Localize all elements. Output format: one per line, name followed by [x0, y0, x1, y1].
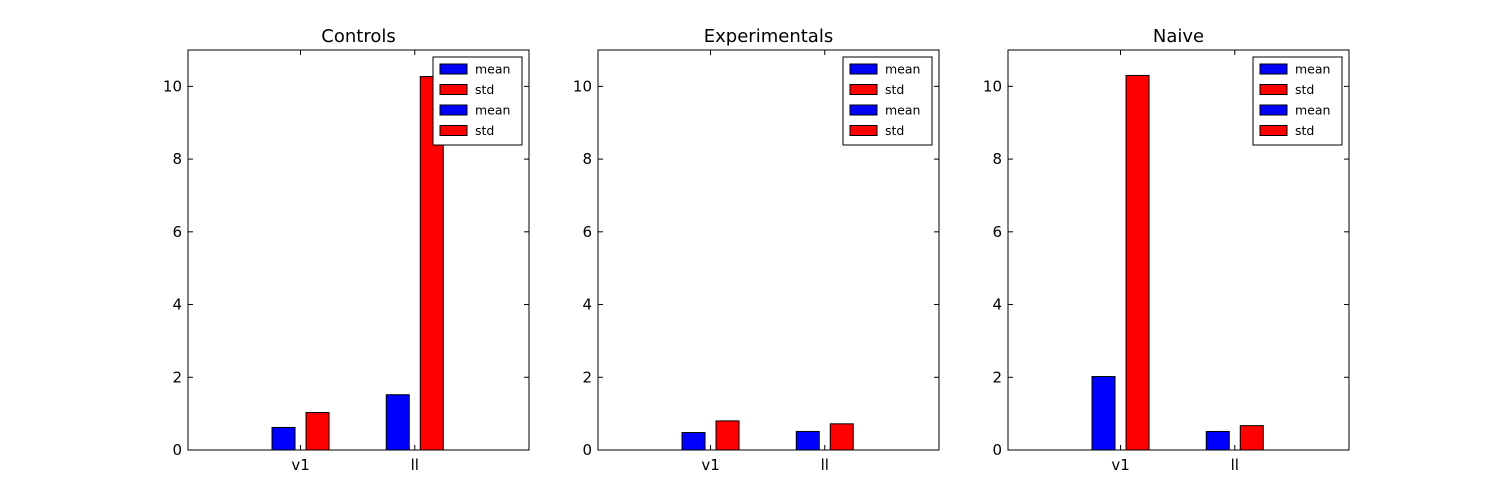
bar-std-v1: [715, 420, 740, 451]
y-tick-label: 6: [582, 223, 592, 241]
y-tick-label: 6: [172, 223, 182, 241]
chart-panel-1: Experimentals 0 2 4 6 8 10 v1 ll mean std mean std: [573, 26, 940, 474]
x-tick-label: v1: [1111, 456, 1129, 474]
y-tick-label: 10: [573, 77, 592, 95]
legend-label: std: [1295, 123, 1314, 138]
x-tick-label: ll: [411, 456, 419, 474]
y-tick-label: 8: [172, 150, 182, 168]
bar-mean-v1: [1091, 376, 1116, 451]
axes-frame: [597, 49, 940, 451]
bar-std-ll: [829, 423, 854, 451]
chart-panel-0: Controls 0 2 4 6 8 10 v1 ll mean std mean std: [163, 26, 530, 474]
y-tick-label: 8: [582, 150, 592, 168]
axes-frame: [1007, 49, 1350, 451]
y-tick-label: 0: [582, 441, 592, 459]
bar-mean-v1: [681, 432, 706, 451]
legend-swatch-std: [1259, 84, 1288, 95]
legend-label: std: [885, 82, 904, 97]
legend: mean std mean std: [842, 56, 933, 146]
y-tick-label: 0: [172, 441, 182, 459]
legend-swatch-mean: [439, 104, 468, 116]
bar-mean-ll: [1205, 430, 1230, 451]
axes-frame: [187, 49, 530, 451]
bar-std-v1: [1125, 74, 1150, 451]
x-tick-label: ll: [1231, 456, 1239, 474]
legend-label: mean: [475, 62, 510, 77]
x-tick-label: v1: [701, 456, 719, 474]
legend-label: std: [885, 123, 904, 138]
legend-label: std: [1295, 82, 1314, 97]
legend-swatch-std: [849, 84, 878, 95]
y-tick-label: 6: [992, 223, 1002, 241]
y-tick-label: 10: [163, 77, 182, 95]
legend-swatch-mean: [439, 63, 468, 75]
bar-mean-v1: [271, 426, 296, 451]
y-tick-label: 8: [992, 150, 1002, 168]
chart-title: Naive: [1153, 26, 1204, 47]
legend-label: mean: [1295, 62, 1330, 77]
chart-panel-2: Naive 0 2 4 6 8 10 v1 ll mean std mean std: [983, 26, 1350, 474]
bar-std-ll: [1239, 425, 1264, 451]
legend-swatch-std: [849, 125, 878, 136]
legend-swatch-std: [439, 84, 468, 95]
y-tick-label: 2: [172, 368, 182, 386]
legend-swatch-std: [439, 125, 468, 136]
legend-label: mean: [475, 103, 510, 118]
legend: mean std mean std: [1252, 56, 1343, 146]
legend-swatch-mean: [849, 63, 878, 75]
legend-label: mean: [1295, 103, 1330, 118]
bar-mean-ll: [385, 394, 410, 451]
legend-label: mean: [885, 103, 920, 118]
legend-label: std: [475, 82, 494, 97]
bar-std-v1: [305, 412, 330, 451]
legend-swatch-mean: [1259, 63, 1288, 75]
x-tick-label: ll: [821, 456, 829, 474]
y-tick-label: 4: [172, 296, 182, 314]
bar-mean-ll: [795, 430, 820, 451]
y-tick-label: 0: [992, 441, 1002, 459]
legend-swatch-std: [1259, 125, 1288, 136]
legend-label: std: [475, 123, 494, 138]
chart-title: Controls: [321, 26, 395, 47]
y-tick-label: 4: [992, 296, 1002, 314]
legend-swatch-mean: [1259, 104, 1288, 116]
y-tick-label: 4: [582, 296, 592, 314]
y-tick-label: 2: [582, 368, 592, 386]
chart-title: Experimentals: [704, 26, 833, 47]
x-tick-label: v1: [291, 456, 309, 474]
y-tick-label: 10: [983, 77, 1002, 95]
y-tick-label: 2: [992, 368, 1002, 386]
legend-label: mean: [885, 62, 920, 77]
legend: mean std mean std: [432, 56, 523, 146]
legend-swatch-mean: [849, 104, 878, 116]
